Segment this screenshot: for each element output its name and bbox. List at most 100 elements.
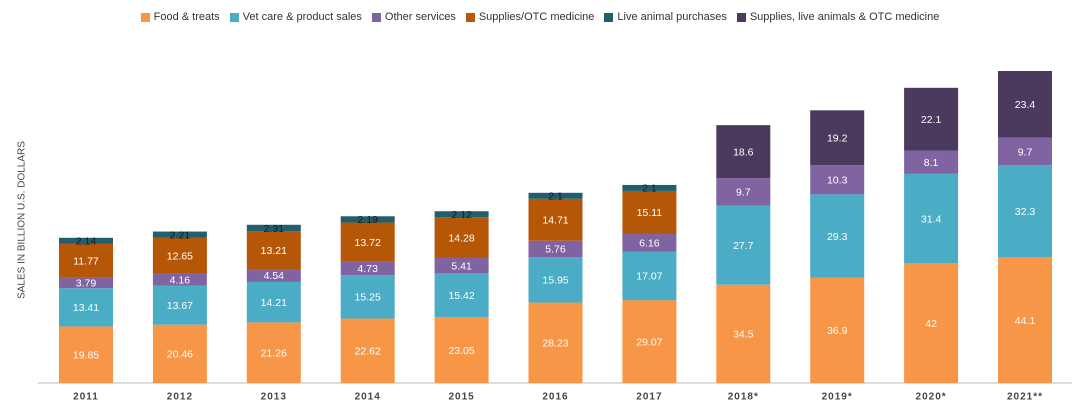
legend-swatch bbox=[604, 12, 614, 22]
data-label: 12.65 bbox=[167, 251, 193, 263]
x-tick-label: 2015 bbox=[448, 392, 474, 403]
legend-label: Food & treats bbox=[153, 11, 220, 23]
data-label: 42 bbox=[925, 318, 937, 330]
bar-segment bbox=[434, 257, 489, 274]
legend-swatch bbox=[465, 12, 475, 22]
data-label: 13.41 bbox=[73, 302, 99, 314]
data-label: 18.6 bbox=[733, 146, 754, 158]
data-label: 14.71 bbox=[542, 215, 568, 227]
data-label: 28.23 bbox=[542, 338, 568, 350]
data-label: 5.76 bbox=[545, 244, 566, 256]
data-label: 19.85 bbox=[73, 350, 99, 362]
bar-segment bbox=[716, 284, 771, 383]
data-label: 14.28 bbox=[448, 232, 474, 244]
bar-segment bbox=[998, 137, 1052, 166]
data-label: 4.73 bbox=[357, 263, 378, 275]
data-label: 2.1 bbox=[642, 183, 657, 195]
x-tick-label: 2019* bbox=[822, 392, 853, 403]
data-label: 22.62 bbox=[355, 346, 381, 358]
bar-segment bbox=[340, 261, 395, 276]
x-tick-label: 2016 bbox=[542, 392, 568, 403]
legend-label: Vet care & product sales bbox=[242, 11, 362, 23]
x-tick-label: 2020* bbox=[916, 392, 947, 403]
data-label: 23.05 bbox=[448, 345, 474, 357]
data-label: 3.79 bbox=[76, 278, 97, 290]
bar-segment bbox=[59, 243, 113, 278]
bar-segment bbox=[622, 251, 677, 301]
data-label: 4.54 bbox=[264, 270, 285, 282]
bar-segment bbox=[340, 216, 395, 223]
bar-segment bbox=[340, 318, 395, 383]
data-label: 2.31 bbox=[264, 223, 285, 235]
legend-swatch bbox=[736, 12, 746, 22]
data-label: 14.21 bbox=[261, 297, 287, 309]
bar-segment bbox=[152, 237, 207, 274]
legend-item: Food & treats bbox=[140, 11, 220, 23]
legend-swatch bbox=[229, 12, 239, 22]
data-label: 9.7 bbox=[736, 187, 751, 199]
bar-segment bbox=[810, 110, 865, 166]
bar-segment bbox=[434, 273, 489, 318]
bar-segment bbox=[152, 285, 207, 325]
bar-segment bbox=[59, 326, 113, 383]
bar-segment bbox=[340, 222, 395, 262]
bar-segment bbox=[246, 322, 301, 383]
x-tick-label: 2021** bbox=[1007, 392, 1043, 403]
bar-segment bbox=[528, 192, 583, 199]
legend-item: Other services bbox=[371, 11, 456, 23]
bar-segment bbox=[810, 165, 865, 195]
legend-item: Supplies/OTC medicine bbox=[465, 11, 594, 23]
legend-item: Live animal purchases bbox=[604, 11, 727, 23]
legend-item: Vet care & product sales bbox=[229, 11, 362, 23]
data-label: 29.3 bbox=[827, 231, 848, 243]
legend-item: Supplies, live animals & OTC medicine bbox=[736, 11, 940, 23]
data-label: 29.07 bbox=[636, 336, 662, 348]
data-label: 4.16 bbox=[170, 275, 191, 287]
bar-segment bbox=[904, 150, 959, 174]
bar-segment bbox=[59, 237, 113, 244]
bar-segment bbox=[246, 268, 301, 282]
bar-segment bbox=[246, 224, 301, 232]
bar-segment bbox=[340, 275, 395, 319]
legend-label: Live animal purchases bbox=[617, 11, 727, 23]
bar-segment bbox=[716, 178, 771, 206]
data-label: 2.19 bbox=[357, 214, 378, 226]
bar-segment bbox=[716, 205, 771, 285]
data-label: 36.9 bbox=[827, 325, 848, 337]
data-label: 23.4 bbox=[1015, 99, 1036, 111]
bar-segment bbox=[622, 300, 677, 383]
legend-swatch bbox=[140, 12, 150, 22]
y-axis-label: SALES IN BILLION U.S. DOLLARS bbox=[17, 141, 28, 299]
data-label: 2.21 bbox=[170, 229, 191, 241]
data-label: 10.3 bbox=[827, 174, 848, 186]
data-label: 20.46 bbox=[167, 349, 193, 361]
bar-segment bbox=[810, 194, 865, 278]
data-label: 8.1 bbox=[924, 157, 939, 169]
data-label: 6.16 bbox=[639, 238, 660, 250]
x-tick-label: 2017 bbox=[636, 392, 662, 403]
bar-segment bbox=[246, 231, 301, 269]
data-label: 9.7 bbox=[1018, 146, 1033, 158]
bar-segment bbox=[998, 71, 1052, 138]
data-label: 15.25 bbox=[355, 292, 381, 304]
bar-segment bbox=[904, 173, 959, 264]
legend-swatch bbox=[371, 12, 381, 22]
bar-segment bbox=[528, 198, 583, 241]
bar-segment bbox=[59, 277, 113, 289]
x-tick-label: 2014 bbox=[355, 392, 381, 403]
bar-segment bbox=[434, 217, 489, 258]
x-tick-label: 2018* bbox=[728, 392, 759, 403]
bar-segment bbox=[152, 231, 207, 238]
bar-segment bbox=[622, 190, 677, 234]
bar-segment bbox=[904, 263, 959, 383]
bar-segment bbox=[434, 211, 489, 218]
legend-label: Supplies, live animals & OTC medicine bbox=[749, 11, 940, 23]
data-label: 32.3 bbox=[1015, 206, 1036, 218]
data-label: 15.95 bbox=[542, 275, 568, 287]
bar-segment bbox=[528, 257, 583, 303]
x-tick-label: 2012 bbox=[167, 392, 193, 403]
x-tick-label: 2013 bbox=[261, 392, 287, 403]
data-label: 17.07 bbox=[636, 271, 662, 283]
data-label: 5.41 bbox=[451, 260, 472, 272]
